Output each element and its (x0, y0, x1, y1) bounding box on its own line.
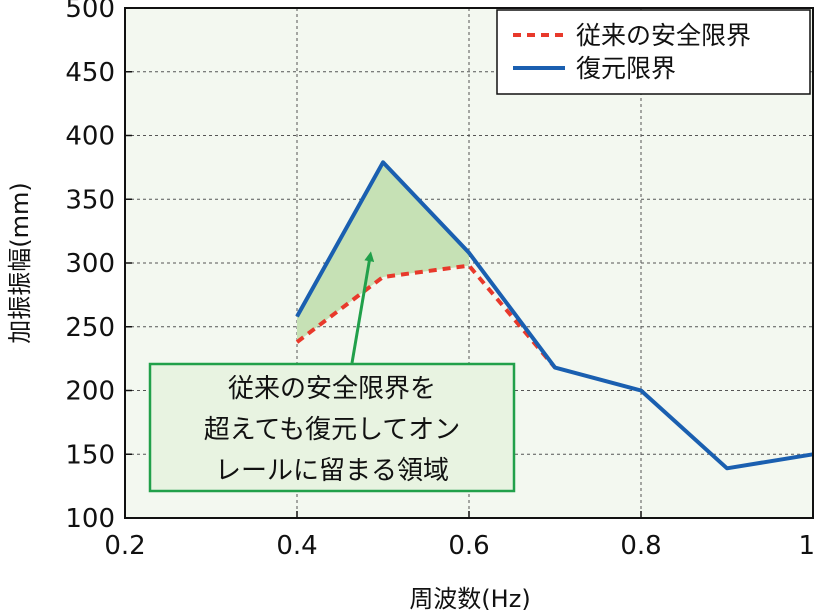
x-tick-label: 0.2 (104, 531, 145, 561)
x-tick-label: 1 (798, 531, 815, 561)
callout-line-1: 従来の安全限界を (228, 374, 436, 404)
legend-label-safety-limit: 従来の安全限界 (576, 21, 751, 50)
x-axis-ticks: 0.2 0.4 0.6 0.8 1 (104, 511, 815, 561)
x-tick-label: 0.8 (620, 531, 661, 561)
y-tick-label: 100 (65, 504, 115, 534)
x-tick-label: 0.4 (276, 531, 317, 561)
y-tick-label: 150 (65, 440, 115, 470)
y-axis-title: 加振振幅(mm) (6, 182, 34, 343)
y-tick-label: 450 (65, 58, 115, 88)
y-tick-label: 500 (65, 0, 115, 24)
x-axis-title: 周波数(Hz) (409, 585, 530, 612)
y-tick-label: 250 (65, 313, 115, 343)
legend-label-recovery-limit: 復元限界 (576, 54, 676, 83)
callout-line-2: 超えても復元してオン (204, 415, 461, 445)
y-tick-label: 200 (65, 377, 115, 407)
callout-line-3: レールに留まる領域 (215, 456, 449, 486)
series-line-recovery-limit (295, 160, 814, 471)
annotation-callout: 従来の安全限界を 超えても復元してオン レールに留まる領域 (148, 251, 516, 493)
callout-arrow (350, 251, 375, 364)
shaded-region (297, 162, 469, 343)
legend: 従来の安全限界 復元限界 (496, 9, 811, 95)
callout-box (148, 362, 516, 493)
y-tick-label: 350 (65, 185, 115, 215)
y-tick-label: 300 (65, 249, 115, 279)
legend-box (496, 9, 811, 95)
x-tick-label: 0.6 (448, 531, 489, 561)
y-tick-label: 400 (65, 122, 115, 152)
y-axis-ticks: 100 150 200 250 300 350 400 450 500 (65, 0, 132, 534)
